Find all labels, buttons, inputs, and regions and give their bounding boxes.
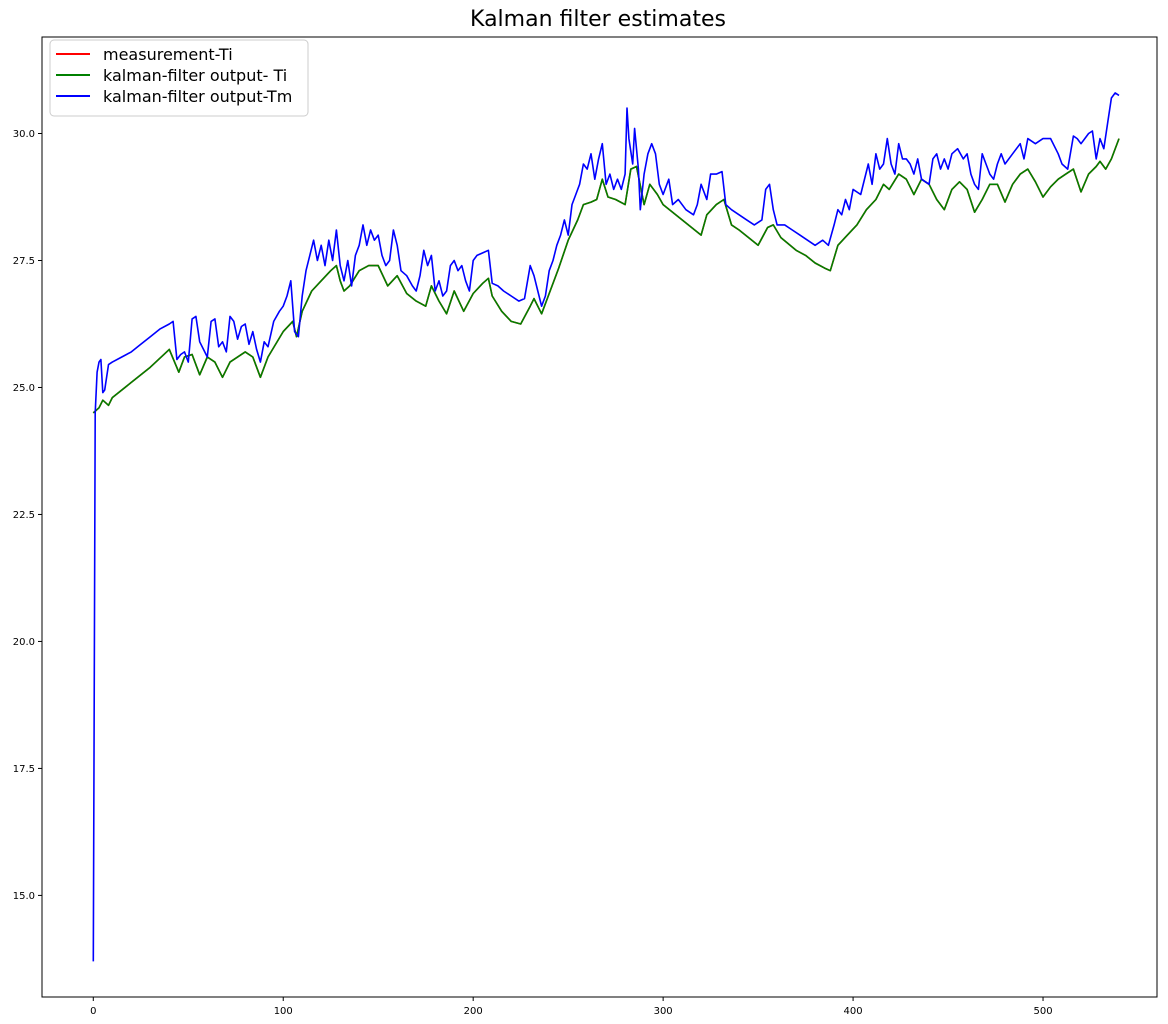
chart-title: Kalman filter estimates [470,7,726,32]
y-axis: 15.0 17.5 20.0 22.5 25.0 27.5 30.0 [13,129,42,902]
series-layer [92,92,1120,962]
legend-box [49,39,309,117]
y-tick-label: 30.0 [13,129,35,140]
y-tick-label: 20.0 [13,637,35,648]
legend-label-2: kalman-filter output- Ti [103,66,287,85]
x-tick-label: 400 [844,1006,863,1017]
x-tick-label: 0 [90,1006,96,1017]
x-tick-label: 100 [274,1006,293,1017]
y-tick-label: 17.5 [13,764,35,775]
x-axis: 0 100 200 300 400 500 [90,997,1053,1017]
x-tick-label: 300 [654,1006,673,1017]
x-tick-label: 200 [464,1006,483,1017]
y-tick-label: 27.5 [13,256,35,267]
legend: measurement-Ti kalman-filter output- Ti ka… [49,39,309,117]
y-tick-label: 25.0 [13,383,35,394]
series-line-3 [92,92,1120,962]
x-tick-label: 500 [1033,1006,1052,1017]
legend-label-1: measurement-Ti [103,45,233,64]
plot-frame [41,36,1158,998]
y-tick-label: 15.0 [13,891,35,902]
legend-label-3: kalman-filter output-Tm [103,87,292,106]
y-tick-label: 22.5 [13,510,35,521]
